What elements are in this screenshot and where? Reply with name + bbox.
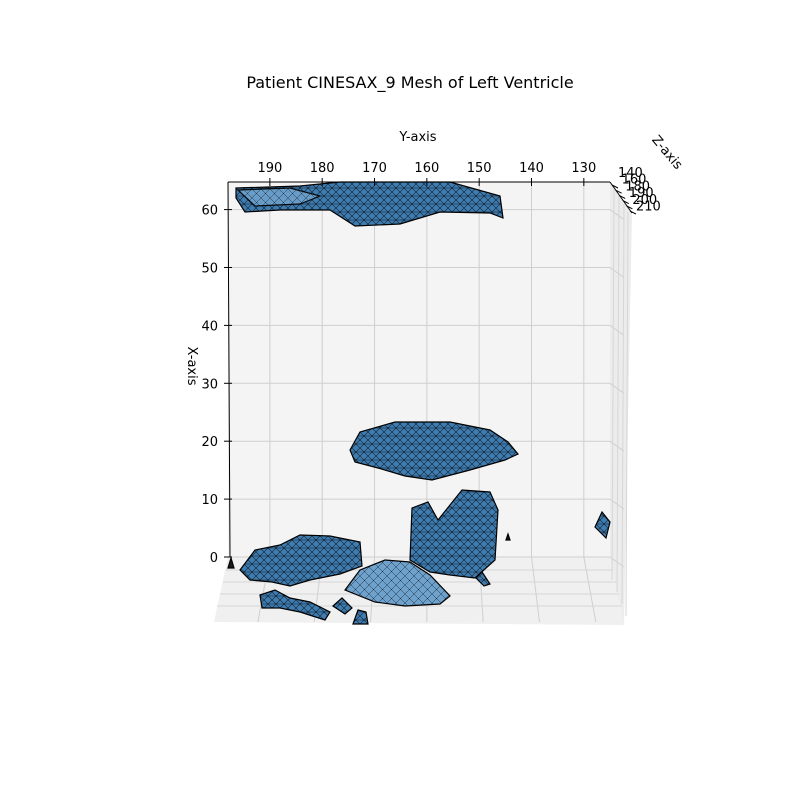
side-grid-line xyxy=(609,324,625,336)
side-pane xyxy=(610,182,632,625)
mesh-fragment-f xyxy=(505,532,511,541)
mesh-fragment-b xyxy=(352,609,369,625)
z-tick-mark xyxy=(618,194,626,199)
mesh-fragment-c xyxy=(475,571,491,587)
mesh-fragment-a xyxy=(332,597,353,615)
x-tick-label: 30 xyxy=(201,377,218,392)
z-tick-mark xyxy=(626,205,633,210)
y-tick-label: 190 xyxy=(257,161,282,176)
floor-grid-line xyxy=(583,556,597,623)
x-tick-label: 0 xyxy=(210,551,218,566)
x-tick-label: 50 xyxy=(201,261,218,276)
z-axis-line xyxy=(609,181,633,214)
z-tick-label: 210 xyxy=(636,200,661,215)
z-tick-mark xyxy=(622,200,630,205)
x-tick-label: 60 xyxy=(201,204,218,219)
x-tick-label: 10 xyxy=(201,493,218,508)
back-pane xyxy=(228,182,610,557)
side-grid-line xyxy=(609,267,625,278)
side-grid-line xyxy=(611,187,615,581)
z-tick-mark xyxy=(615,189,622,194)
z-tick-label: 180 xyxy=(625,179,650,194)
side-grid-line xyxy=(609,382,625,394)
y-ticks: 190 180 170 160 150 140 130 xyxy=(257,161,596,186)
side-grid-line xyxy=(621,203,625,605)
x-tick-label: 40 xyxy=(201,319,218,334)
z-tick-mark xyxy=(629,210,637,215)
y-axis-label: Y-axis xyxy=(398,130,436,145)
z-tick-label: 200 xyxy=(632,193,657,208)
z-tick-mark xyxy=(611,184,619,189)
y-tick-label: 140 xyxy=(519,161,544,176)
x-tick-label: 20 xyxy=(201,435,218,450)
y-tick-label: 170 xyxy=(362,161,387,176)
z-axis-label: Z-axis xyxy=(648,133,685,173)
mesh-fragment-e xyxy=(227,555,235,569)
mesh-top-highlight xyxy=(236,187,322,207)
y-tick-label: 160 xyxy=(414,161,439,176)
mesh-fragment-d xyxy=(594,510,611,540)
z-tick-label: 190 xyxy=(629,186,654,201)
y-tick-label: 150 xyxy=(467,161,492,176)
mesh-lower-fragments xyxy=(259,589,331,621)
mesh-surfaces xyxy=(227,181,611,625)
side-grid-line xyxy=(609,209,625,220)
y-tick-label: 130 xyxy=(571,161,596,176)
floor-grid-line xyxy=(531,556,541,623)
mesh-lower-left xyxy=(239,534,363,587)
mesh-right-column xyxy=(409,489,499,579)
y-tick-label: 180 xyxy=(310,161,335,176)
axis-lines xyxy=(227,181,633,558)
z-tick-label: 160 xyxy=(622,173,647,188)
z-tick-label: 140 xyxy=(618,166,643,181)
chart-title: Patient CINESAX_9 Mesh of Left Ventricle xyxy=(246,73,573,93)
x-axis-line xyxy=(227,181,231,558)
mesh-lower-center xyxy=(344,559,451,607)
side-grid-line xyxy=(616,195,620,593)
side-grid-line xyxy=(625,211,629,617)
x-ticks: 0 10 20 30 40 50 60 xyxy=(201,204,232,566)
mesh-middle-blob xyxy=(349,421,519,481)
x-axis-label: X-axis xyxy=(184,347,199,386)
